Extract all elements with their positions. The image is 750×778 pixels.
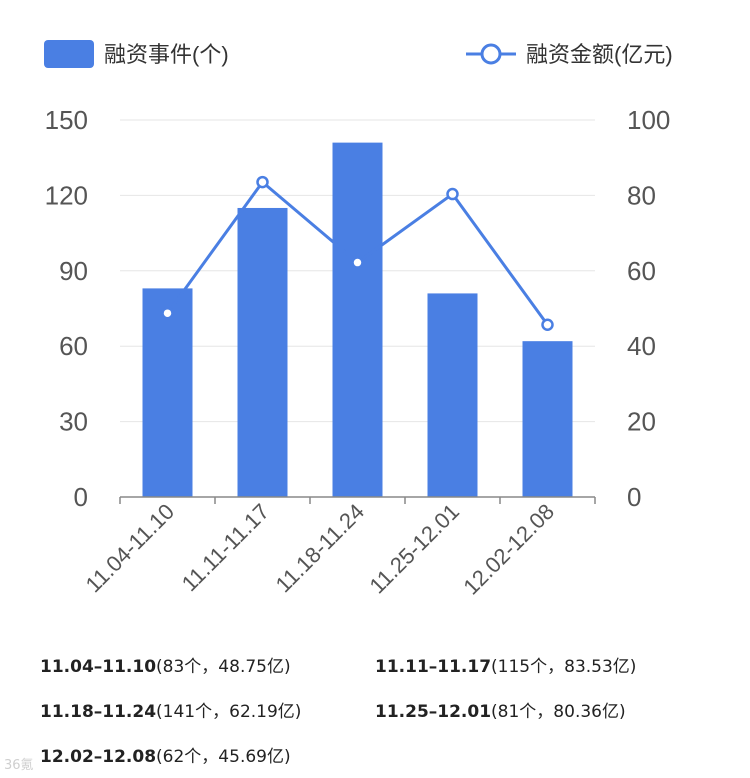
summary-item: 11.11–11.17(115个，83.53亿): [375, 652, 636, 677]
line-point: [256, 175, 269, 189]
left-tick-label: 120: [45, 180, 88, 210]
right-tick-label: 20: [627, 407, 656, 437]
summary-detail: (81个，80.36亿): [491, 702, 626, 722]
summary-detail: (83个，48.75亿): [156, 657, 291, 677]
summary-period: 11.11–11.17: [375, 657, 492, 677]
legend: 融资事件(个) 融资金额(亿元): [44, 40, 673, 68]
bar: [237, 207, 288, 497]
line-point: [161, 306, 174, 320]
x-tick-label: 11.25-12.01: [364, 499, 464, 599]
x-tick-label: 11.18-11.24: [271, 499, 369, 597]
bar: [142, 288, 193, 497]
right-tick-label: 60: [627, 256, 656, 286]
x-tick-label: 11.04-11.10: [81, 499, 179, 597]
summary-period: 11.18–11.24: [40, 702, 157, 722]
line-point: [446, 187, 459, 201]
x-tick-label: 11.11-11.17: [177, 499, 274, 596]
summary-detail: (62个，45.69亿): [156, 747, 291, 767]
left-tick-label: 60: [59, 331, 88, 361]
legend-bar-label: 融资事件(个): [104, 42, 229, 67]
line-series: [161, 175, 554, 331]
right-tick-label: 80: [627, 180, 656, 210]
bar: [522, 341, 573, 497]
left-tick-label: 30: [59, 407, 88, 437]
line-point: [351, 256, 364, 269]
financing-chart: 融资事件(个) 融资金额(亿元) 0 0 30 20 60 40 90 60 120 80 150 10…: [44, 40, 673, 600]
summary-item: 11.18–11.24(141个，62.19亿): [40, 697, 301, 722]
left-tick-label: 150: [45, 105, 88, 135]
left-tick-label: 0: [74, 482, 88, 512]
summary-item: 12.02–12.08(62个，45.69亿): [40, 742, 291, 767]
line-point: [541, 318, 554, 331]
summary-period: 11.04–11.10: [40, 657, 157, 677]
bar: [332, 142, 383, 497]
right-tick-label: 0: [627, 482, 641, 512]
bar: [427, 293, 478, 497]
left-tick-label: 90: [59, 256, 88, 286]
legend-bar-swatch: [44, 40, 94, 68]
summary-period: 11.25–12.01: [375, 702, 492, 722]
summary-detail: (141个，62.19亿): [156, 702, 302, 722]
summary-period: 12.02–12.08: [40, 747, 157, 767]
right-tick-label: 40: [627, 331, 656, 361]
legend-line-marker: [480, 43, 502, 65]
legend-line-label: 融资金额(亿元): [526, 42, 673, 67]
bar-series: [142, 142, 573, 497]
right-tick-label: 100: [627, 105, 670, 135]
watermark-text: 36氪: [4, 758, 34, 773]
x-tick-label: 12.02-12.08: [458, 499, 559, 600]
summary-item: 11.25–12.01(81个，80.36亿): [375, 697, 626, 722]
summary-detail: (115个，83.53亿): [491, 657, 637, 677]
summary-item: 11.04–11.10(83个，48.75亿): [40, 652, 291, 677]
